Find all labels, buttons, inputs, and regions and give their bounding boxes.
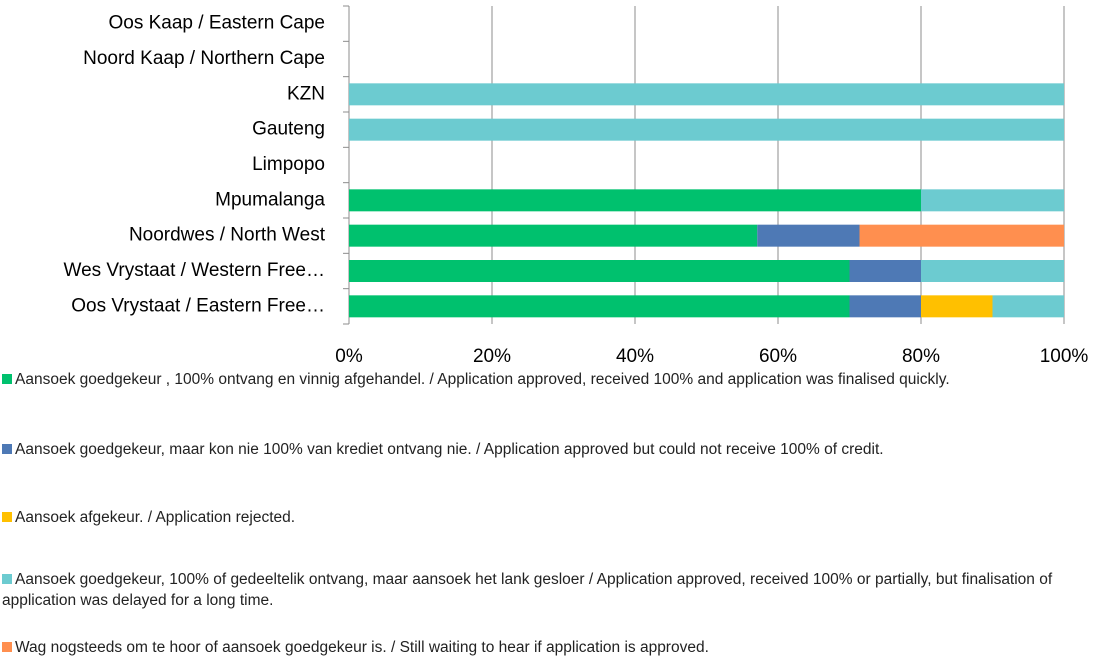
legend-label: Aansoek afgekeur. / Application rejected… [15,509,296,526]
legend-swatch [2,444,12,454]
legend-item: Wag nogsteeds om te hoor of aansoek goed… [2,637,1097,658]
y-tick-label: Oos Vrystaat / Eastern Free… [71,295,325,316]
bar-segment [349,295,850,318]
bar-segment [992,295,1064,318]
bar-segment [349,83,1064,106]
bar-segment [849,260,921,282]
legend-item: Aansoek goedgekeur , 100% ontvang en vin… [2,369,1097,390]
chart: 0% 20% 40% 60% 80% 100% Oos Kaap / Eastern Cap… [63,5,1089,367]
y-tick-label: KZN [287,83,325,104]
y-tick-label: Gauteng [252,119,325,140]
bar-segment [349,189,921,212]
x-tick-label: 0% [335,346,363,367]
y-tick-label: Wes Vrystaat / Western Free… [63,260,325,281]
x-tick-label: 60% [759,346,797,367]
legend-label: Aansoek goedgekeur, maar kon nie 100% va… [15,441,884,458]
y-tick-label: Mpumalanga [215,189,325,210]
bar-segment [921,260,1064,282]
bar-segment [349,260,850,282]
y-tick-label: Noord Kaap / Northern Cape [83,48,325,69]
legend-swatch [2,512,12,522]
bar-segment [349,224,758,247]
legend-swatch [2,374,12,384]
y-tick-label: Limpopo [252,154,325,175]
x-tick-label: 80% [902,346,940,367]
legend-label: Aansoek goedgekeur , 100% ontvang en vin… [15,371,950,388]
y-tick-label: Oos Kaap / Eastern Cape [108,13,325,34]
y-tick-label: Noordwes / North West [129,225,326,246]
legend-label: Aansoek goedgekeur, 100% of gedeeltelik … [2,571,1053,609]
legend-label: Wag nogsteeds om te hoor of aansoek goed… [15,639,709,656]
legend-item: Aansoek goedgekeur, maar kon nie 100% va… [2,439,1097,460]
legend-item: Aansoek goedgekeur, 100% of gedeeltelik … [2,569,1097,611]
bar-segment [849,295,921,318]
x-tick-label: 20% [473,346,511,367]
legend-item: Aansoek afgekeur. / Application rejected… [2,507,1097,528]
bar-segment [859,224,1064,247]
legend-swatch [2,574,12,584]
bar-segment [921,189,1064,212]
bar-segment [757,224,860,247]
bar-segment [921,295,993,318]
x-tick-label: 40% [616,346,654,367]
bar-segment [349,118,1064,141]
legend-swatch [2,642,12,652]
x-tick-label: 100% [1040,346,1089,367]
